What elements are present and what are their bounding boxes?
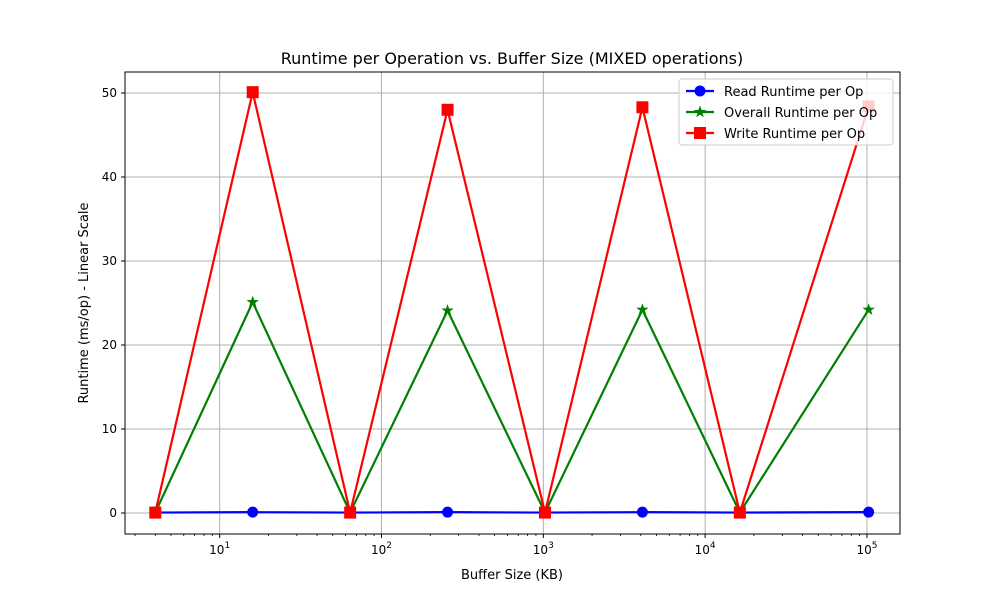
data-point — [862, 303, 875, 315]
series-layer — [149, 86, 875, 519]
data-point — [246, 295, 259, 308]
data-point — [441, 103, 454, 116]
legend-box — [678, 78, 894, 146]
data-point — [344, 506, 357, 519]
x-tick-label: 104 — [695, 541, 716, 557]
data-point — [636, 506, 648, 518]
x-tick-label: 103 — [533, 541, 554, 557]
y-tick-label: 30 — [102, 254, 117, 268]
legend-label: Write Runtime per Op — [724, 127, 865, 142]
x-axis: 101 102 103 104 105 — [134, 534, 877, 557]
y-axis: 0 10 20 30 40 50 — [102, 86, 125, 520]
x-tick-label: 101 — [209, 541, 230, 557]
legend-item: Write Runtime per Op — [686, 127, 865, 142]
series-line — [154, 91, 870, 517]
y-tick-label: 40 — [102, 170, 117, 184]
y-tick-label: 20 — [102, 338, 117, 352]
x-tick-label: 102 — [371, 541, 392, 557]
legend-marker — [693, 105, 707, 118]
data-point — [442, 506, 454, 518]
data-point — [733, 506, 746, 519]
legend-label: Read Runtime per Op — [724, 85, 863, 100]
y-tick-label: 10 — [102, 422, 117, 436]
legend-item: Overall Runtime per Op — [686, 105, 877, 121]
y-tick-label: 50 — [102, 86, 117, 100]
data-point — [441, 304, 454, 316]
legend: Read Runtime per Op Overall Runtime per O… — [678, 78, 894, 146]
y-tick-label: 0 — [109, 506, 117, 520]
axes-frame — [124, 71, 901, 535]
y-axis-label: Runtime (ms/op) - Linear Scale — [77, 202, 92, 403]
x-tick-label: 105 — [856, 541, 877, 557]
series-line — [154, 299, 870, 516]
data-point — [149, 506, 162, 519]
chart-title: Runtime per Operation vs. Buffer Size (M… — [281, 49, 743, 68]
legend-item: Read Runtime per Op — [686, 85, 863, 100]
data-point — [247, 506, 259, 518]
x-axis-label: Buffer Size (KB) — [461, 568, 563, 583]
data-point — [636, 303, 649, 315]
data-point — [246, 86, 259, 99]
legend-marker — [694, 85, 706, 97]
data-point — [636, 101, 649, 114]
legend-marker — [694, 127, 706, 139]
legend-label: Overall Runtime per Op — [724, 106, 877, 121]
data-point — [863, 506, 875, 518]
data-point — [538, 506, 551, 519]
